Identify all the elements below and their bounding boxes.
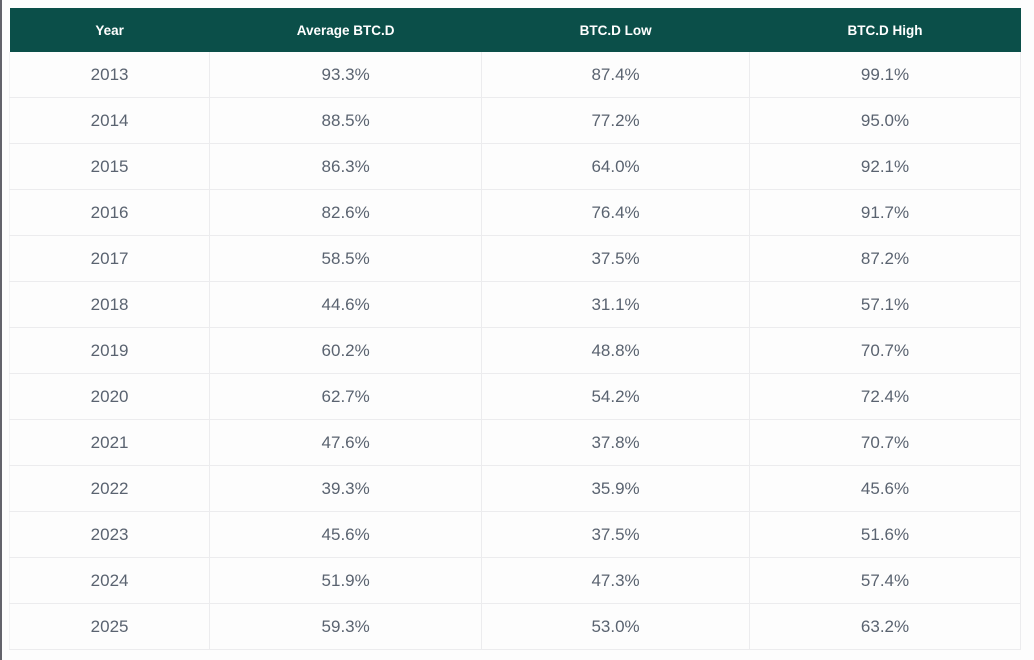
table-row: 2020 62.7% 54.2% 72.4% bbox=[8, 373, 1021, 420]
cell-low: 47.3% bbox=[481, 557, 751, 604]
cell-year: 2018 bbox=[8, 281, 211, 328]
cell-low: 53.0% bbox=[481, 603, 751, 650]
cell-year: 2024 bbox=[8, 557, 211, 604]
cell-year: 2015 bbox=[8, 143, 211, 190]
cell-high: 92.1% bbox=[749, 143, 1021, 190]
cell-year: 2025 bbox=[8, 603, 211, 650]
cell-average: 59.3% bbox=[209, 603, 483, 650]
cell-high: 72.4% bbox=[749, 373, 1021, 420]
cell-low: 37.5% bbox=[481, 235, 751, 282]
header-row: Year Average BTC.D BTC.D Low BTC.D High bbox=[9, 8, 1021, 52]
cell-high: 57.4% bbox=[749, 557, 1021, 604]
cell-high: 87.2% bbox=[749, 235, 1021, 282]
cell-high: 57.1% bbox=[749, 281, 1021, 328]
cell-year: 2023 bbox=[8, 511, 211, 558]
table-row: 2019 60.2% 48.8% 70.7% bbox=[8, 327, 1021, 374]
cell-high: 70.7% bbox=[749, 327, 1021, 374]
cell-average: 60.2% bbox=[209, 327, 483, 374]
table-row: 2017 58.5% 37.5% 87.2% bbox=[8, 235, 1021, 282]
cell-high: 95.0% bbox=[749, 97, 1021, 144]
cell-high: 51.6% bbox=[749, 511, 1021, 558]
table-row: 2013 93.3% 87.4% 99.1% bbox=[8, 52, 1021, 98]
cell-high: 99.1% bbox=[749, 52, 1021, 98]
cell-average: 82.6% bbox=[209, 189, 483, 236]
table-body: 2013 93.3% 87.4% 99.1% 2014 88.5% 77.2% … bbox=[8, 52, 1021, 650]
cell-high: 70.7% bbox=[749, 419, 1021, 466]
cell-year: 2022 bbox=[8, 465, 211, 512]
table-row: 2022 39.3% 35.9% 45.6% bbox=[8, 465, 1021, 512]
cell-average: 47.6% bbox=[209, 419, 483, 466]
cell-year: 2019 bbox=[8, 327, 211, 374]
cell-average: 45.6% bbox=[209, 511, 483, 558]
cell-low: 37.5% bbox=[481, 511, 751, 558]
cell-low: 54.2% bbox=[481, 373, 751, 420]
table-header: Year Average BTC.D BTC.D Low BTC.D High bbox=[9, 8, 1021, 52]
cell-high: 45.6% bbox=[749, 465, 1021, 512]
left-edge-line bbox=[0, 0, 2, 660]
table-row: 2021 47.6% 37.8% 70.7% bbox=[8, 419, 1021, 466]
column-header-btcd-high: BTC.D High bbox=[749, 8, 1021, 52]
column-header-year: Year bbox=[9, 8, 210, 52]
table-row: 2025 59.3% 53.0% 63.2% bbox=[8, 603, 1021, 650]
cell-average: 51.9% bbox=[209, 557, 483, 604]
cell-year: 2016 bbox=[8, 189, 211, 236]
cell-year: 2013 bbox=[8, 52, 211, 98]
table-row: 2014 88.5% 77.2% 95.0% bbox=[8, 97, 1021, 144]
cell-low: 48.8% bbox=[481, 327, 751, 374]
table-row: 2016 82.6% 76.4% 91.7% bbox=[8, 189, 1021, 236]
cell-low: 37.8% bbox=[481, 419, 751, 466]
cell-average: 39.3% bbox=[209, 465, 483, 512]
table-row: 2018 44.6% 31.1% 57.1% bbox=[8, 281, 1021, 328]
cell-high: 91.7% bbox=[749, 189, 1021, 236]
cell-average: 88.5% bbox=[209, 97, 483, 144]
table-row: 2024 51.9% 47.3% 57.4% bbox=[8, 557, 1021, 604]
cell-low: 87.4% bbox=[481, 52, 751, 98]
cell-year: 2021 bbox=[8, 419, 211, 466]
column-header-btcd-low: BTC.D Low bbox=[481, 8, 750, 52]
cell-low: 35.9% bbox=[481, 465, 751, 512]
cell-year: 2020 bbox=[8, 373, 211, 420]
cell-year: 2017 bbox=[8, 235, 211, 282]
cell-low: 76.4% bbox=[481, 189, 751, 236]
cell-average: 93.3% bbox=[209, 52, 483, 98]
cell-average: 86.3% bbox=[209, 143, 483, 190]
cell-average: 62.7% bbox=[209, 373, 483, 420]
btc-dominance-table-container: Year Average BTC.D BTC.D Low BTC.D High … bbox=[8, 8, 1021, 650]
table-row: 2015 86.3% 64.0% 92.1% bbox=[8, 143, 1021, 190]
column-header-average-btcd: Average BTC.D bbox=[209, 8, 482, 52]
cell-low: 64.0% bbox=[481, 143, 751, 190]
cell-high: 63.2% bbox=[749, 603, 1021, 650]
cell-low: 31.1% bbox=[481, 281, 751, 328]
cell-year: 2014 bbox=[8, 97, 211, 144]
cell-low: 77.2% bbox=[481, 97, 751, 144]
cell-average: 58.5% bbox=[209, 235, 483, 282]
table-row: 2023 45.6% 37.5% 51.6% bbox=[8, 511, 1021, 558]
btc-dominance-table: Year Average BTC.D BTC.D Low BTC.D High … bbox=[8, 8, 1021, 650]
cell-average: 44.6% bbox=[209, 281, 483, 328]
